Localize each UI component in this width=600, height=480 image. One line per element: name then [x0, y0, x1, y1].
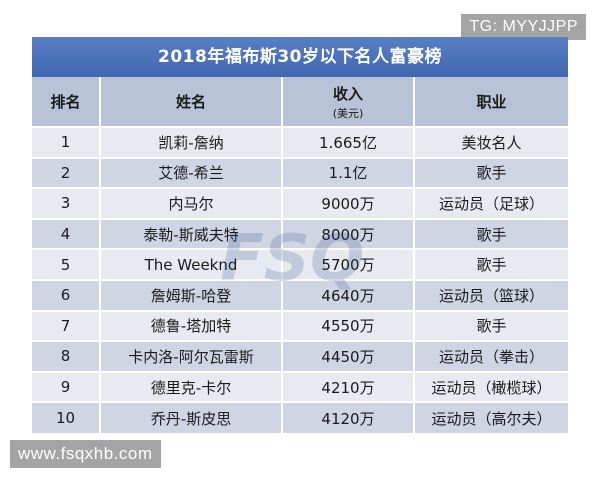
- cell-income: 5700万: [282, 248, 415, 280]
- rich-list-table: 2018年福布斯30岁以下名人富豪榜 排名 姓名 收入 (美元) 职业 1 凯莉-…: [32, 37, 568, 433]
- table-row: 9 德里克-卡尔 4210万 运动员（橄榄球）: [32, 370, 568, 403]
- cell-income: 4640万: [282, 278, 415, 311]
- cell-rank: 7: [32, 309, 101, 342]
- cell-rank: 9: [32, 370, 101, 403]
- tg-watermark-label: TG: MYYJJPP: [461, 14, 586, 40]
- table-title: 2018年福布斯30岁以下名人富豪榜: [32, 37, 568, 77]
- cell-job: 歌手: [414, 248, 568, 280]
- cell-income: 1.665亿: [282, 126, 415, 158]
- cell-income: 4550万: [282, 309, 415, 342]
- cell-name: 德鲁-塔加特: [100, 309, 283, 342]
- cell-rank: 2: [32, 156, 101, 189]
- header-rank: 排名: [32, 77, 101, 127]
- cell-job: 运动员（足球）: [414, 187, 568, 219]
- cell-income: 8000万: [282, 217, 415, 250]
- cell-name: 詹姆斯-哈登: [100, 278, 283, 311]
- header-job: 职业: [476, 93, 507, 111]
- cell-income: 1.1亿: [282, 156, 415, 189]
- cell-income: 4120万: [282, 401, 415, 433]
- site-url-label: www.fsqxhb.com: [10, 440, 161, 468]
- cell-name: 凯莉-詹纳: [100, 126, 283, 158]
- cell-name: The Weeknd: [100, 248, 283, 280]
- header-income-label: 收入: [332, 84, 363, 103]
- cell-job: 歌手: [414, 156, 568, 189]
- table-row: 3 内马尔 9000万 运动员（足球）: [32, 187, 568, 219]
- cell-name: 卡内洛-阿尔瓦雷斯: [100, 340, 283, 372]
- cell-rank: 8: [32, 340, 101, 372]
- cell-income: 4450万: [282, 340, 415, 372]
- table-row: 10 乔丹-斯皮思 4120万 运动员（高尔夫）: [32, 401, 568, 433]
- cell-name: 泰勒-斯威夫特: [100, 217, 283, 250]
- cell-rank: 3: [32, 187, 101, 219]
- cell-income: 9000万: [282, 187, 415, 219]
- cell-name: 乔丹-斯皮思: [100, 401, 283, 433]
- ranking-table: 排名 姓名 收入 (美元) 职业 1 凯莉-詹纳 1.665亿 美妆名人 2 艾德-希兰 1…: [32, 77, 568, 433]
- table-row: 6 詹姆斯-哈登 4640万 运动员（篮球）: [32, 278, 568, 311]
- cell-name: 艾德-希兰: [100, 156, 283, 189]
- cell-name: 内马尔: [100, 187, 283, 219]
- cell-rank: 1: [32, 126, 101, 158]
- header-row: 排名 姓名 收入 (美元) 职业: [32, 77, 568, 127]
- table-row: 7 德鲁-塔加特 4550万 歌手: [32, 309, 568, 342]
- table-row: 5 The Weeknd 5700万 歌手: [32, 248, 568, 280]
- cell-job: 运动员（篮球）: [414, 278, 568, 311]
- cell-job: 运动员（拳击）: [414, 340, 568, 372]
- table-row: 2 艾德-希兰 1.1亿 歌手: [32, 156, 568, 189]
- cell-job: 美妆名人: [414, 126, 568, 158]
- header-income-unit: (美元): [332, 106, 364, 120]
- cell-rank: 5: [32, 248, 101, 280]
- cell-rank: 4: [32, 217, 101, 250]
- cell-rank: 10: [32, 401, 101, 433]
- table-row: 8 卡内洛-阿尔瓦雷斯 4450万 运动员（拳击）: [32, 340, 568, 372]
- cell-name: 德里克-卡尔: [100, 370, 283, 403]
- table-row: 1 凯莉-詹纳 1.665亿 美妆名人: [32, 126, 568, 158]
- cell-rank: 6: [32, 278, 101, 311]
- cell-income: 4210万: [282, 370, 415, 403]
- cell-job: 歌手: [414, 309, 568, 342]
- header-income: 收入 (美元): [282, 77, 415, 127]
- cell-job: 运动员（橄榄球）: [414, 370, 568, 403]
- cell-job: 歌手: [414, 217, 568, 250]
- cell-job: 运动员（高尔夫）: [414, 401, 568, 433]
- table-row: 4 泰勒-斯威夫特 8000万 歌手: [32, 217, 568, 250]
- header-name: 姓名: [100, 77, 283, 127]
